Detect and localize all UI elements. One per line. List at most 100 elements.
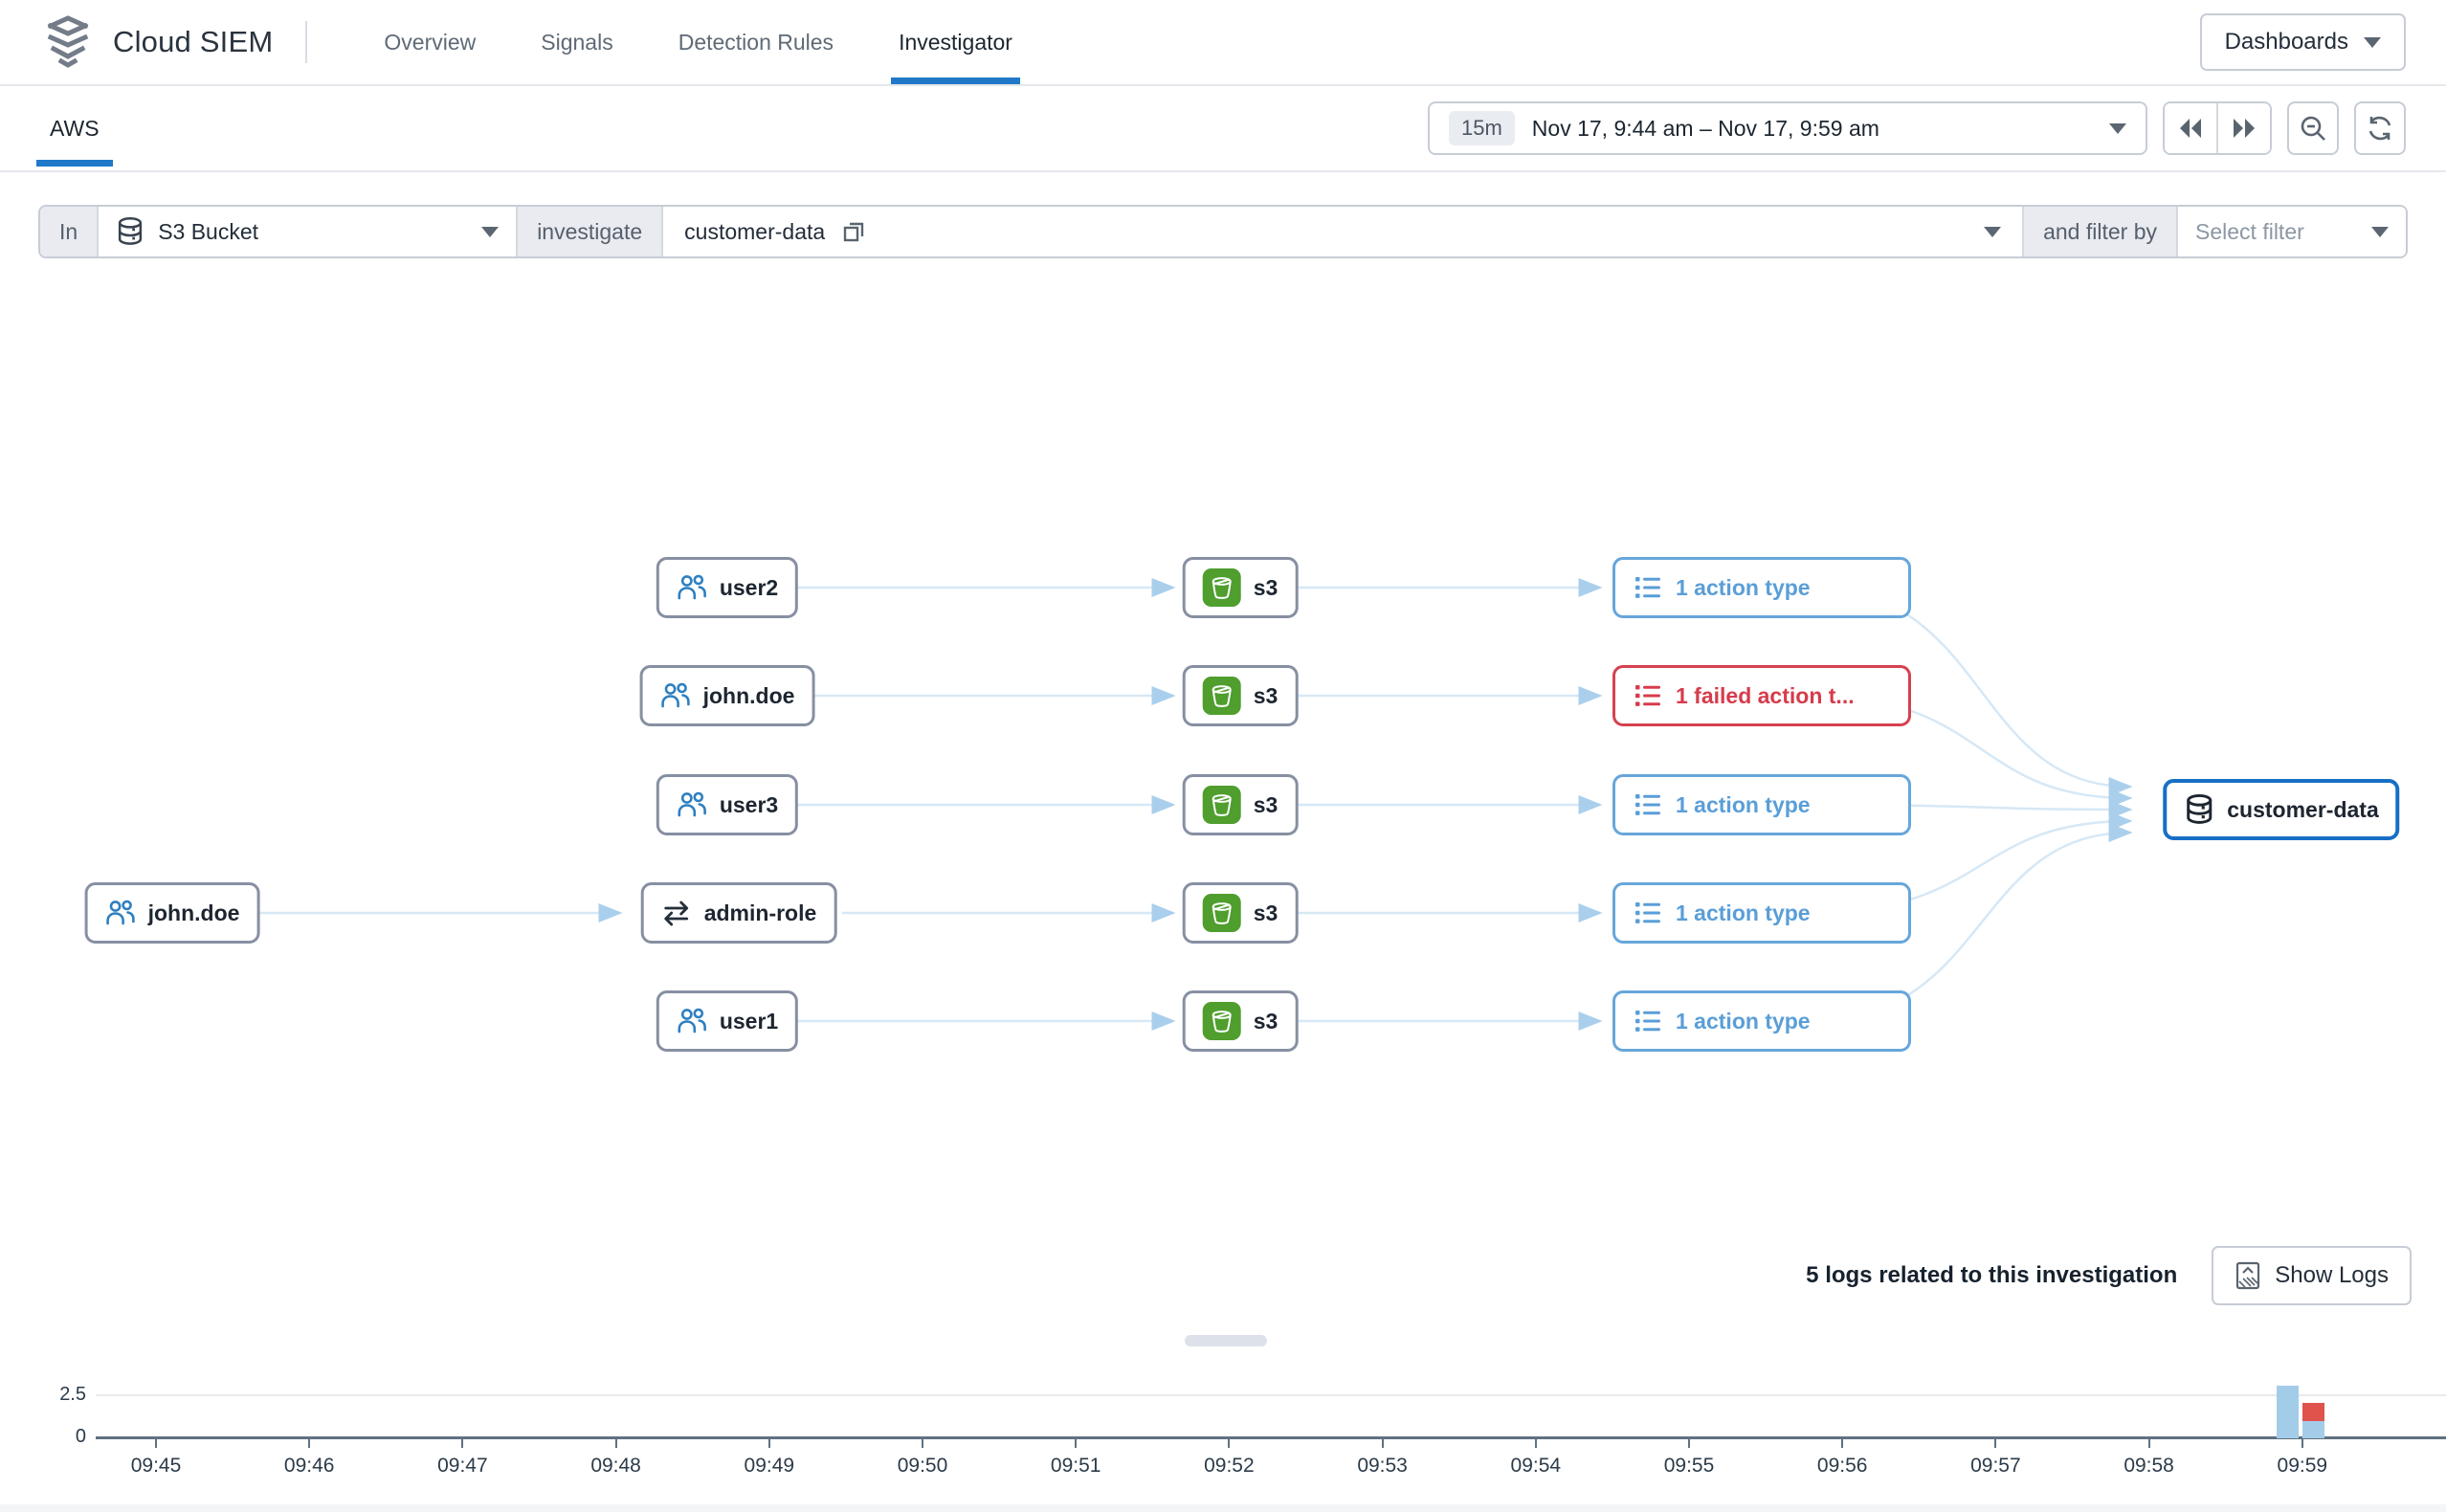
- rewind-button[interactable]: [2165, 103, 2216, 153]
- s3-bucket-icon: [1202, 786, 1241, 824]
- graph-node-user[interactable]: user3: [656, 774, 799, 835]
- graph-node-failed-action-type[interactable]: 1 failed action t...: [1612, 665, 1911, 726]
- s3-bucket-icon: [1202, 894, 1241, 932]
- cloud-siem-shield-icon: [44, 14, 92, 70]
- database-icon: [119, 217, 143, 245]
- filter-select[interactable]: Select filter: [2176, 207, 2406, 256]
- x-axis-tick: [2301, 1439, 2303, 1448]
- logs-row: 5 logs related to this investigation Sho…: [1806, 1246, 2412, 1305]
- logs-summary: 5 logs related to this investigation: [1806, 1262, 2178, 1288]
- node-label: 1 action type: [1676, 900, 1811, 925]
- x-axis-tick-label: 09:52: [1204, 1455, 1255, 1477]
- show-logs-icon: [2236, 1261, 2260, 1290]
- tab-aws[interactable]: AWS: [36, 86, 113, 170]
- x-axis-tick: [461, 1439, 464, 1448]
- users-icon: [678, 791, 706, 817]
- zoom-out-icon: [2301, 116, 2325, 141]
- nav-item-investigator[interactable]: Investigator: [866, 0, 1045, 84]
- list-icon: [1635, 685, 1660, 706]
- graph-node-action-type[interactable]: 1 action type: [1612, 774, 1911, 835]
- node-label: s3: [1253, 791, 1279, 817]
- panel-drag-handle[interactable]: [1185, 1335, 1267, 1346]
- failed-log-count-bar[interactable]: [2301, 1403, 2324, 1421]
- dashboards-label: Dashboards: [2224, 29, 2348, 55]
- s3-bucket-icon: [1202, 677, 1241, 715]
- app-title: Cloud SIEM: [113, 25, 274, 58]
- graph-node-user[interactable]: user2: [656, 557, 799, 618]
- node-label: customer-data: [2227, 796, 2379, 822]
- x-axis-tick: [1381, 1439, 1384, 1448]
- x-axis-tick-label: 09:46: [283, 1455, 335, 1477]
- investigation-query-bar: In S3 Bucket investigate customer-data a…: [38, 205, 2408, 258]
- gridline: [96, 1394, 2446, 1396]
- rewind-icon: [2180, 119, 2201, 138]
- graph-node-s3[interactable]: s3: [1182, 774, 1299, 835]
- x-axis-tick: [767, 1439, 770, 1448]
- node-label: 1 action type: [1676, 791, 1811, 817]
- node-label: user3: [719, 791, 779, 817]
- graph-node-user[interactable]: john.doe: [84, 882, 260, 944]
- node-label: 1 action type: [1676, 574, 1811, 600]
- time-range-selector[interactable]: 15m Nov 17, 9:44 am – Nov 17, 9:59 am: [1428, 101, 2147, 155]
- x-axis-tick: [1075, 1439, 1078, 1448]
- log-count-bar[interactable]: [2277, 1385, 2300, 1438]
- graph-node-user[interactable]: user1: [656, 990, 799, 1052]
- chevron-down-icon: [2364, 36, 2381, 48]
- graph-node-s3[interactable]: s3: [1182, 990, 1299, 1052]
- logs-timeline-chart: 2.5 0 09:45 09:46 09:47 09:48 09:49 09:50 09:5…: [0, 1330, 2446, 1505]
- users-icon: [106, 900, 135, 925]
- x-axis-tick-label: 09:53: [1357, 1455, 1408, 1477]
- x-axis-tick-label: 09:57: [1970, 1455, 2021, 1477]
- x-axis-tick: [614, 1439, 617, 1448]
- chevron-down-icon: [2109, 122, 2126, 134]
- users-icon: [678, 574, 706, 600]
- copy-icon[interactable]: [840, 218, 867, 245]
- top-nav: Cloud SIEM Overview Signals Detection Ru…: [0, 0, 2446, 86]
- graph-node-s3[interactable]: s3: [1182, 557, 1299, 618]
- show-logs-button[interactable]: Show Logs: [2212, 1246, 2412, 1305]
- resource-type-select[interactable]: S3 Bucket: [97, 207, 517, 256]
- fast-forward-button[interactable]: [2216, 103, 2270, 153]
- nav-item-signals[interactable]: Signals: [541, 29, 613, 55]
- graph-node-action-type[interactable]: 1 action type: [1612, 990, 1911, 1052]
- node-label: s3: [1253, 574, 1279, 600]
- graph-node-action-type[interactable]: 1 action type: [1612, 557, 1911, 618]
- nav-item-overview[interactable]: Overview: [384, 29, 477, 55]
- investigate-input[interactable]: customer-data: [661, 207, 2023, 256]
- role-switch-icon: [664, 901, 689, 926]
- x-axis-tick: [1228, 1439, 1231, 1448]
- node-label: admin-role: [703, 900, 817, 925]
- graph-node-role[interactable]: admin-role: [640, 882, 837, 944]
- graph-node-user[interactable]: john.doe: [639, 665, 815, 726]
- y-axis-tick-label: 2.5: [59, 1384, 86, 1405]
- graph-node-s3[interactable]: s3: [1182, 665, 1299, 726]
- users-icon: [678, 1008, 706, 1034]
- users-icon: [661, 682, 690, 708]
- x-axis-tick: [155, 1439, 157, 1448]
- in-label: In: [40, 207, 98, 256]
- investigate-input-value: customer-data: [684, 218, 826, 244]
- refresh-button[interactable]: [2354, 101, 2406, 155]
- list-icon: [1635, 1011, 1660, 1032]
- x-axis-tick: [2147, 1439, 2150, 1448]
- bottom-panel-edge: [0, 1504, 2446, 1512]
- graph-node-s3[interactable]: s3: [1182, 882, 1299, 944]
- graph-node-target-bucket[interactable]: customer-data: [2163, 779, 2400, 840]
- zoom-out-button[interactable]: [2287, 101, 2339, 155]
- node-label: user1: [719, 1008, 779, 1034]
- database-icon: [2187, 793, 2213, 824]
- time-duration-badge: 15m: [1449, 111, 1515, 145]
- graph-node-action-type[interactable]: 1 action type: [1612, 882, 1911, 944]
- log-count-bar[interactable]: [2301, 1420, 2324, 1438]
- dashboards-button[interactable]: Dashboards: [2199, 13, 2406, 71]
- nav-item-detection-rules[interactable]: Detection Rules: [678, 29, 834, 55]
- investigate-label: investigate: [516, 207, 662, 256]
- resource-type-value: S3 Bucket: [158, 218, 259, 244]
- node-label: 1 failed action t...: [1676, 682, 1855, 708]
- list-icon: [1635, 577, 1660, 598]
- x-axis-tick: [1994, 1439, 1997, 1448]
- time-toolbar: 15m Nov 17, 9:44 am – Nov 17, 9:59 am: [1428, 101, 2406, 155]
- x-axis-tick-label: 09:55: [1663, 1455, 1715, 1477]
- filter-by-label: and filter by: [2022, 207, 2176, 256]
